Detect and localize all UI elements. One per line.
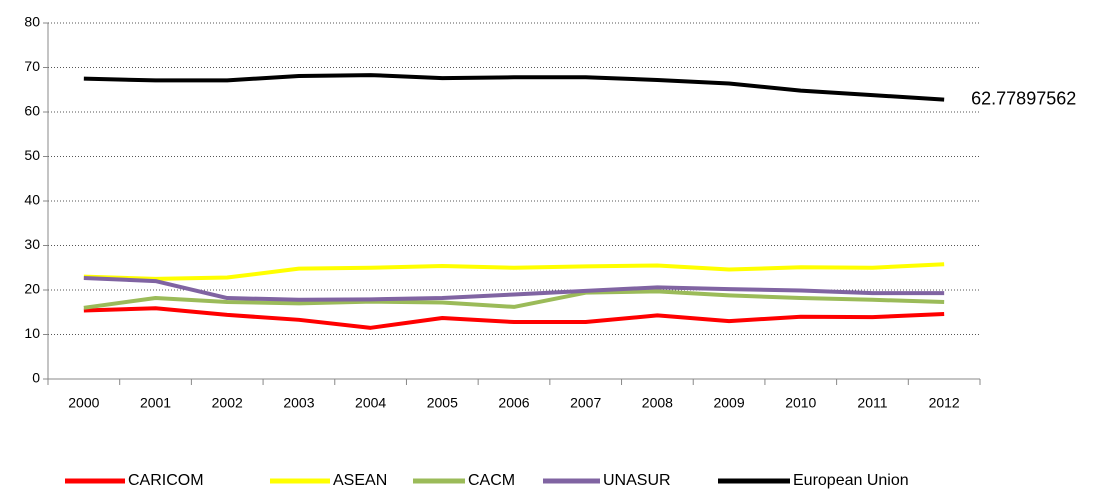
- series-line: [83, 289, 945, 310]
- x-tick-label: 2000: [68, 395, 99, 411]
- data-label: 62.77897562: [971, 88, 1076, 108]
- legend-label: European Union: [793, 472, 909, 489]
- x-tick-label: 2008: [642, 395, 673, 411]
- legend-label: CACM: [468, 472, 515, 489]
- y-tick-label: 40: [24, 192, 40, 208]
- x-tick-label: 2004: [355, 395, 386, 411]
- legend-label: UNASUR: [603, 472, 671, 489]
- y-tick-label: 70: [24, 58, 40, 74]
- x-tick-label: 2006: [498, 395, 529, 411]
- series-line: [83, 306, 945, 330]
- x-tick-label: 2010: [785, 395, 816, 411]
- x-tick-label: 2002: [212, 395, 243, 411]
- y-tick-label: 30: [24, 236, 40, 252]
- x-tick-label: 2001: [140, 395, 171, 411]
- x-tick-label: 2012: [929, 395, 960, 411]
- x-tick-label: 2011: [857, 395, 887, 411]
- legend-label: ASEAN: [333, 472, 387, 489]
- series-line: [83, 73, 945, 102]
- series-line: [83, 275, 945, 302]
- y-tick-label: 20: [24, 281, 40, 297]
- y-tick-label: 10: [24, 325, 40, 341]
- legend-label: CARICOM: [128, 472, 204, 489]
- y-tick-label: 60: [24, 103, 40, 119]
- x-tick-label: 2009: [713, 395, 744, 411]
- y-tick-label: 80: [24, 14, 40, 30]
- x-tick-label: 2003: [283, 395, 314, 411]
- y-tick-label: 0: [32, 370, 40, 386]
- x-tick-label: 2007: [570, 395, 601, 411]
- x-tick-label: 2005: [427, 395, 458, 411]
- series-line: [83, 262, 945, 281]
- y-tick-label: 50: [24, 147, 40, 163]
